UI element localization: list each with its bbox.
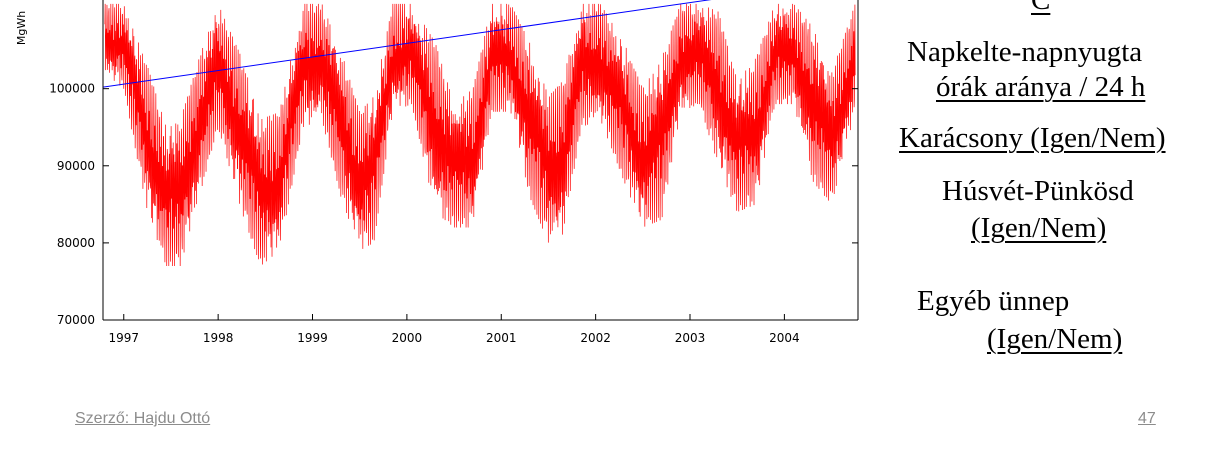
x-tick-label: 2002 [580,331,611,345]
x-tick-label: 2003 [675,331,706,345]
series-line-red [104,3,856,267]
side-line4b: (Igen/Nem) [987,323,1123,355]
side-line1b: órák aránya / 24 h [936,71,1146,103]
side-letter-text: C [1031,0,1051,16]
axes: 70000 80000 90000 100000 1997 1998 1999 2000 200… [49,0,859,345]
side-line1a: Napkelte-napnyugta [907,36,1143,68]
y-tick-label: 70000 [57,313,95,327]
trend-series [103,0,712,88]
side-line4a: Egyéb ünnep [917,285,1070,317]
author-link[interactable]: Szerző: Hajdu Ottó [75,410,211,427]
side-line3b: (Igen/Nem) [971,212,1107,244]
x-tick-label: 2001 [486,331,517,345]
x-tick-label: 1998 [203,331,234,345]
x-tick-label: 2000 [392,331,423,345]
y-tick-label: 80000 [57,236,95,250]
side-line3a: Húsvét-Pünkösd [942,175,1134,207]
x-tick-label: 1997 [108,331,139,345]
side-line2: Karácsony (Igen/Nem) [899,122,1166,154]
y-tick-label: 90000 [57,159,95,173]
side-letter: C [1031,0,1050,15]
y-tick-label: 100000 [49,82,95,96]
y-axis-label: MgWh [15,11,28,45]
x-tick-label: 1999 [297,331,328,345]
x-tick-label: 2004 [769,331,800,345]
series-line-trend [103,0,712,88]
chart: 70000 80000 90000 100000 1997 1998 1999 2000 200… [15,0,859,345]
page-number: 47 [1138,410,1156,427]
red-series [104,3,856,267]
